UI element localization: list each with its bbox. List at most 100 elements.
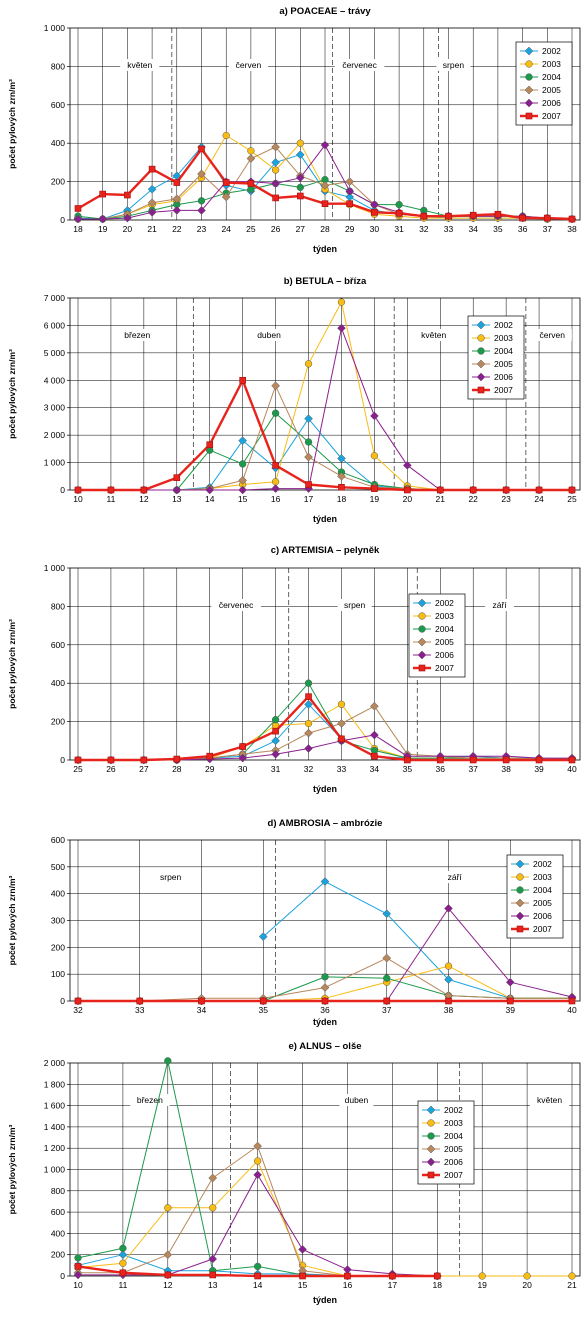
- chart0-xtick-label: 35: [493, 224, 503, 234]
- chart2-series-2007-line: [78, 695, 572, 762]
- chart0-series-2007-point: [247, 180, 255, 187]
- chart2-series-2005-point: [370, 701, 379, 711]
- chart2-series-2006-point: [370, 730, 379, 740]
- chart1-series-2004-point: [304, 438, 313, 446]
- chart4-legend-label-2004: 2004: [444, 1131, 463, 1141]
- chart1-series-2007-point: [305, 481, 312, 488]
- chart0-xtick-label: 28: [320, 224, 330, 234]
- chart2-ytick-label: 600: [51, 640, 65, 650]
- chart4-series-2007-point: [164, 1271, 172, 1279]
- chart0-xtick-label: 31: [394, 224, 404, 234]
- chart1-xtick-label: 14: [205, 494, 215, 504]
- chart1-xtick-label: 10: [73, 494, 83, 504]
- chart2-series-2007-point: [206, 752, 214, 760]
- chart2-legend-marker-2002: [417, 598, 427, 608]
- chart1-legend-label-2002: 2002: [494, 320, 513, 330]
- chart1-series-2007-point: [173, 474, 181, 481]
- chart1-series-2005-point: [271, 381, 280, 391]
- chart4-ytick-label: 1 400: [44, 1122, 66, 1132]
- chart2-xtick-label: 31: [271, 764, 281, 774]
- chart3-series-2003-point: [444, 962, 453, 970]
- chart1-series-2003-point: [271, 478, 280, 486]
- chart1-xtick-label: 21: [436, 494, 446, 504]
- chart4-xtick-label: 13: [208, 1280, 218, 1290]
- chart1-series-2007-point: [469, 486, 477, 494]
- chart2-legend-marker-2003: [418, 612, 426, 620]
- chart3-legend-label-2002: 2002: [533, 859, 552, 869]
- chart2-legend-marker-2006: [417, 650, 427, 660]
- chart0-series-2005-point: [345, 177, 355, 186]
- chart2-series-2007-point: [74, 756, 82, 764]
- chart3-series-2002-point: [382, 909, 392, 919]
- chart4-series-2007-point: [254, 1272, 261, 1280]
- chart2-legend: [408, 593, 466, 678]
- chart0-series-2007-point: [99, 190, 106, 198]
- chart2-xtick-label: 32: [304, 764, 314, 774]
- chart0-ytick-label: 200: [51, 177, 65, 187]
- chart0-legend-marker-2006: [524, 98, 534, 108]
- chart0-legend-label-2007: 2007: [542, 111, 561, 121]
- chart1-series-2006-point: [238, 485, 248, 495]
- chart1-legend-marker-2002: [476, 320, 486, 330]
- chart2-month-label-bg: [211, 599, 261, 611]
- chart0-ytick-label: 400: [51, 138, 65, 148]
- chart2-legend-label-2006: 2006: [435, 650, 454, 660]
- chart2-series-2007-point: [371, 752, 378, 760]
- chart1-xtick-label: 13: [172, 494, 182, 504]
- chart3-series-2007-point: [568, 997, 576, 1005]
- chart0-month-label: srpen: [443, 60, 465, 70]
- chart4-series-2007-point: [344, 1272, 351, 1280]
- chart4-series-2004-point: [119, 1244, 127, 1252]
- chart0-series-2005-point: [147, 198, 157, 208]
- chart1-series-2007-point: [404, 486, 411, 494]
- chart4-ytick-label: 800: [51, 1186, 65, 1196]
- chart4-xtick-label: 14: [253, 1280, 263, 1290]
- chart1-series-2004-point: [239, 460, 247, 468]
- chart4-legend: [417, 1100, 475, 1185]
- chart0-series-2005-point: [172, 194, 182, 204]
- chart0-legend-label-2002: 2002: [542, 46, 561, 56]
- chart0-xtick-label: 19: [98, 224, 108, 234]
- chart2-xtick-label: 29: [205, 764, 215, 774]
- chart4-month-label: březen: [137, 1095, 163, 1105]
- chart3-month-label: září: [448, 872, 463, 882]
- chart2-xtick-label: 26: [106, 764, 116, 774]
- chart0-series-2007-point: [173, 179, 181, 186]
- chart3-xtick-label: 37: [382, 1005, 392, 1015]
- chart1-legend-marker-2003: [477, 334, 485, 342]
- chart3-series-2007-point: [198, 997, 205, 1005]
- chart4-series-2003-point: [164, 1204, 172, 1212]
- chart0-series-2007-point: [445, 212, 452, 220]
- chart0-series-2006-point: [320, 140, 330, 150]
- chart2-series-2006-point: [238, 753, 248, 763]
- chart2-legend-label-2002: 2002: [435, 598, 454, 608]
- chart4-legend-marker-2002: [426, 1105, 436, 1115]
- chart4-month-label: květen: [537, 1095, 562, 1105]
- chart1-xtick-label: 18: [337, 494, 347, 504]
- chart1-series-2006-point: [271, 484, 280, 493]
- chart2-xlabel: týden: [313, 784, 337, 794]
- chart0-series-2007-point: [494, 210, 502, 218]
- chart4-xtick-label: 18: [433, 1280, 443, 1290]
- chart2-series-2007-point: [272, 727, 279, 735]
- chart4-xtick-label: 19: [477, 1280, 487, 1290]
- chart3-legend-marker-2003: [516, 873, 524, 881]
- chart1-xtick-label: 15: [238, 494, 248, 504]
- chart0-series-2005-point: [221, 192, 231, 202]
- chart4-xtick-label: 16: [343, 1280, 353, 1290]
- chart0-legend-marker-2004: [525, 73, 533, 81]
- chart1-series-2007-point: [206, 441, 214, 449]
- chart1-ytick-label: 5 000: [44, 348, 66, 358]
- chart2-title: c) ARTEMISIA – pelyněk: [271, 545, 380, 556]
- chart1-legend-marker-2006: [476, 372, 486, 382]
- chart2-plot-area: [69, 567, 581, 761]
- chart3-ytick-label: 200: [51, 942, 65, 952]
- chart1-xtick-label: 17: [304, 494, 314, 504]
- chart4-series-2007-point: [74, 1263, 82, 1270]
- chart0-series-2007-point: [395, 209, 403, 217]
- chart4-series-2005-point: [253, 1141, 262, 1151]
- chart0-series-2003-point: [271, 166, 280, 174]
- chart0-xtick-label: 25: [246, 224, 256, 234]
- chart0-series-2007-point: [371, 209, 378, 216]
- chart4-ytick-label: 200: [51, 1250, 65, 1260]
